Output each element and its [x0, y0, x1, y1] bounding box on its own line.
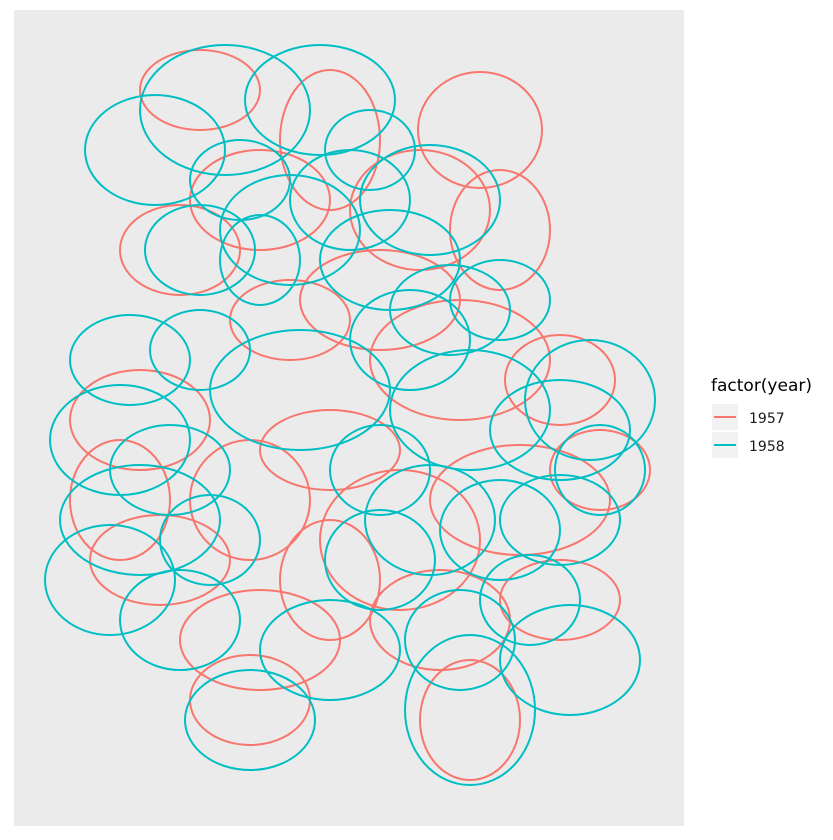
- series-layer: [44, 44, 656, 786]
- series-1958-loop-37: [524, 339, 656, 461]
- series-1957-loop-6: [449, 169, 551, 291]
- series-1957-loop-5: [119, 204, 241, 296]
- series-1957-loop-11: [69, 369, 211, 471]
- series-1958-loop-11: [389, 264, 511, 356]
- series-1958-loop-22: [59, 464, 221, 576]
- series-1958-loop-36: [119, 569, 241, 671]
- series-1957-loop-24: [69, 439, 171, 561]
- series-1957-loop-0: [417, 71, 543, 189]
- series-1958-loop-16: [349, 289, 471, 391]
- series-1958-loop-23: [159, 494, 261, 586]
- series-1957: [69, 49, 651, 781]
- series-1958-loop-12: [449, 259, 551, 341]
- series-1958-loop-18: [489, 379, 631, 481]
- series-1957-loop-1: [139, 49, 261, 131]
- series-1958-loop-30: [499, 604, 641, 716]
- series-1957-loop-12: [259, 409, 401, 491]
- legend-title: factor(year): [711, 376, 812, 396]
- series-1958-loop-31: [479, 554, 581, 646]
- series-1958-loop-6: [289, 149, 411, 251]
- series-1958-loop-8: [219, 214, 301, 306]
- plot-panel: [14, 10, 684, 826]
- series-1957-loop-21: [419, 659, 521, 781]
- series-1957-loop-23: [499, 559, 621, 641]
- series-1958-loop-15: [209, 329, 391, 451]
- series-1958-loop-19: [554, 424, 646, 516]
- series-1958-loop-33: [259, 599, 401, 701]
- series-1958-loop-0: [139, 44, 311, 176]
- series-1958-loop-29: [404, 589, 516, 691]
- series-1958-loop-24: [329, 424, 431, 516]
- series-1958-loop-2: [84, 94, 226, 206]
- series-1958-loop-26: [324, 509, 436, 611]
- series-1958-loop-27: [439, 479, 561, 581]
- series-1958-loop-34: [404, 634, 536, 786]
- series-1957-loop-18: [279, 519, 381, 641]
- series-1958-loop-25: [364, 464, 496, 576]
- series-1957-loop-3: [189, 149, 331, 251]
- series-1958-loop-1: [244, 44, 396, 156]
- series-1958-loop-14: [149, 309, 251, 391]
- series-1958-loop-3: [324, 109, 416, 191]
- series-1958-loop-32: [184, 669, 316, 771]
- series-1958-loop-17: [389, 349, 551, 471]
- series-1957-loop-8: [229, 279, 351, 361]
- series-1958-loop-13: [69, 314, 191, 406]
- series-1958-loop-5: [219, 174, 361, 286]
- series-1958-loop-35: [44, 524, 176, 636]
- series-1957-loop-9: [369, 299, 551, 421]
- series-1957-loop-16: [549, 429, 651, 511]
- legend-label-1958: 1958: [749, 439, 785, 455]
- series-1958: [44, 44, 656, 786]
- series-1958-loop-9: [359, 144, 501, 256]
- series-1958-loop-21: [109, 424, 231, 516]
- series-1957-loop-2: [279, 69, 381, 211]
- legend: factor(year) 1957 1958: [711, 376, 812, 458]
- series-1957-loop-10: [504, 334, 616, 426]
- legend-label-1957: 1957: [749, 411, 785, 427]
- series-1957-loop-19: [179, 589, 341, 691]
- series-1958-loop-7: [144, 204, 256, 296]
